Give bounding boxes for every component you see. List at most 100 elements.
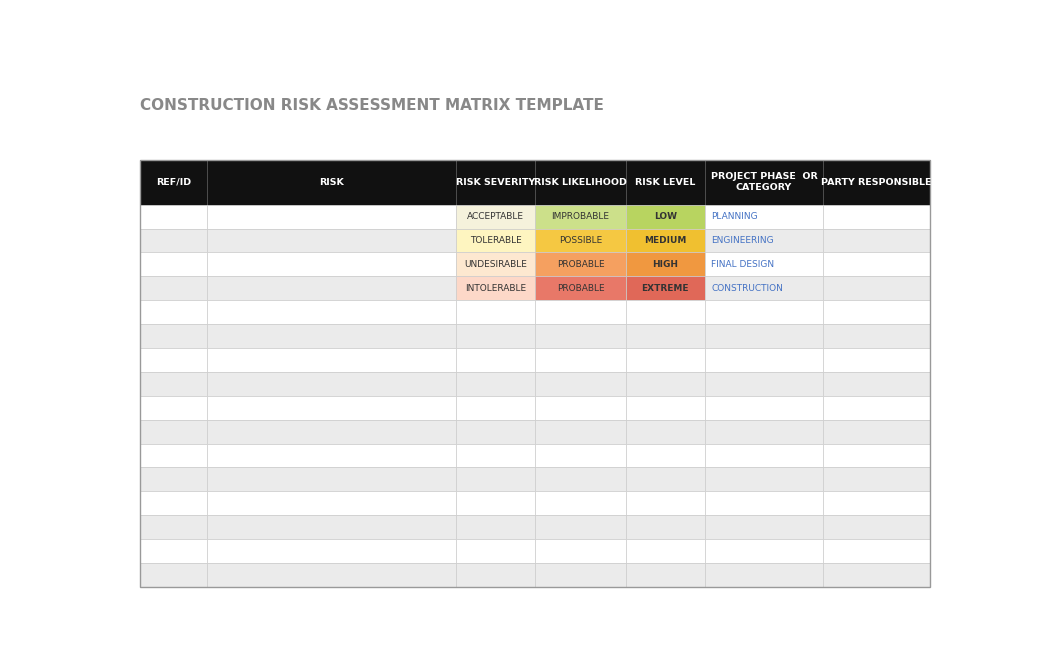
Text: PROJECT PHASE  OR
CATEGORY: PROJECT PHASE OR CATEGORY xyxy=(711,172,817,192)
Bar xyxy=(456,277,535,300)
Bar xyxy=(456,160,535,204)
Bar xyxy=(208,277,456,300)
Bar xyxy=(625,539,705,563)
Text: RISK SEVERITY: RISK SEVERITY xyxy=(456,178,536,187)
Bar xyxy=(456,253,535,277)
Bar xyxy=(705,563,824,587)
Bar xyxy=(705,324,824,348)
Bar xyxy=(456,228,535,253)
Bar xyxy=(535,372,625,395)
Text: IMPROBABLE: IMPROBABLE xyxy=(551,212,610,221)
Bar xyxy=(140,348,208,372)
Bar xyxy=(140,160,930,587)
Bar xyxy=(824,253,930,277)
Bar xyxy=(824,515,930,539)
Bar xyxy=(535,253,625,277)
Bar xyxy=(208,348,456,372)
Bar xyxy=(824,348,930,372)
Bar xyxy=(140,160,208,204)
Bar xyxy=(535,468,625,491)
Bar xyxy=(705,420,824,444)
Text: POSSIBLE: POSSIBLE xyxy=(559,236,602,245)
Bar xyxy=(705,444,824,468)
Bar xyxy=(824,491,930,515)
Bar xyxy=(824,324,930,348)
Bar xyxy=(140,539,208,563)
Bar xyxy=(456,324,535,348)
Bar xyxy=(824,444,930,468)
Bar xyxy=(140,253,208,277)
Bar xyxy=(208,563,456,587)
Bar xyxy=(705,372,824,395)
Bar xyxy=(208,468,456,491)
Bar xyxy=(535,204,625,228)
Text: PARTY RESPONSIBLE: PARTY RESPONSIBLE xyxy=(822,178,932,187)
Text: UNDESIRABLE: UNDESIRABLE xyxy=(465,260,527,269)
Bar xyxy=(208,515,456,539)
Bar xyxy=(140,324,208,348)
Text: RISK: RISK xyxy=(319,178,345,187)
Text: ENGINEERING: ENGINEERING xyxy=(711,236,774,245)
Bar xyxy=(824,420,930,444)
Bar xyxy=(625,300,705,324)
Bar xyxy=(140,228,208,253)
Bar xyxy=(456,539,535,563)
Text: REF/ID: REF/ID xyxy=(157,178,191,187)
Bar xyxy=(824,468,930,491)
Bar xyxy=(140,395,208,420)
Bar xyxy=(625,204,705,228)
Bar xyxy=(824,539,930,563)
Bar xyxy=(705,253,824,277)
Bar xyxy=(208,324,456,348)
Bar xyxy=(140,491,208,515)
Text: PLANNING: PLANNING xyxy=(711,212,758,221)
Bar xyxy=(625,372,705,395)
Text: PROBABLE: PROBABLE xyxy=(556,284,604,293)
Bar xyxy=(625,253,705,277)
Bar xyxy=(535,277,625,300)
Bar xyxy=(208,228,456,253)
Bar xyxy=(456,372,535,395)
Bar xyxy=(140,420,208,444)
Bar xyxy=(140,372,208,395)
Bar xyxy=(705,277,824,300)
Text: MEDIUM: MEDIUM xyxy=(644,236,687,245)
Bar xyxy=(140,277,208,300)
Bar xyxy=(535,324,625,348)
Bar xyxy=(456,491,535,515)
Bar xyxy=(705,539,824,563)
Bar xyxy=(535,348,625,372)
Bar xyxy=(535,160,625,204)
Bar xyxy=(208,420,456,444)
Bar xyxy=(456,444,535,468)
Bar xyxy=(625,348,705,372)
Text: PROBABLE: PROBABLE xyxy=(556,260,604,269)
Text: INTOLERABLE: INTOLERABLE xyxy=(465,284,526,293)
Bar xyxy=(140,300,208,324)
Bar xyxy=(625,491,705,515)
Bar xyxy=(456,515,535,539)
Bar xyxy=(824,300,930,324)
Bar xyxy=(625,228,705,253)
Bar xyxy=(140,204,208,228)
Bar xyxy=(824,160,930,204)
Bar xyxy=(824,228,930,253)
Text: CONSTRUCTION: CONSTRUCTION xyxy=(711,284,783,293)
Bar xyxy=(208,444,456,468)
Bar xyxy=(208,253,456,277)
Bar xyxy=(456,395,535,420)
Bar xyxy=(140,468,208,491)
Bar xyxy=(456,468,535,491)
Bar xyxy=(535,300,625,324)
Bar xyxy=(705,160,824,204)
Bar xyxy=(705,491,824,515)
Bar xyxy=(208,300,456,324)
Bar xyxy=(705,204,824,228)
Bar xyxy=(625,277,705,300)
Bar xyxy=(535,515,625,539)
Bar xyxy=(208,160,456,204)
Bar xyxy=(625,563,705,587)
Bar xyxy=(535,228,625,253)
Bar xyxy=(535,539,625,563)
Bar xyxy=(456,348,535,372)
